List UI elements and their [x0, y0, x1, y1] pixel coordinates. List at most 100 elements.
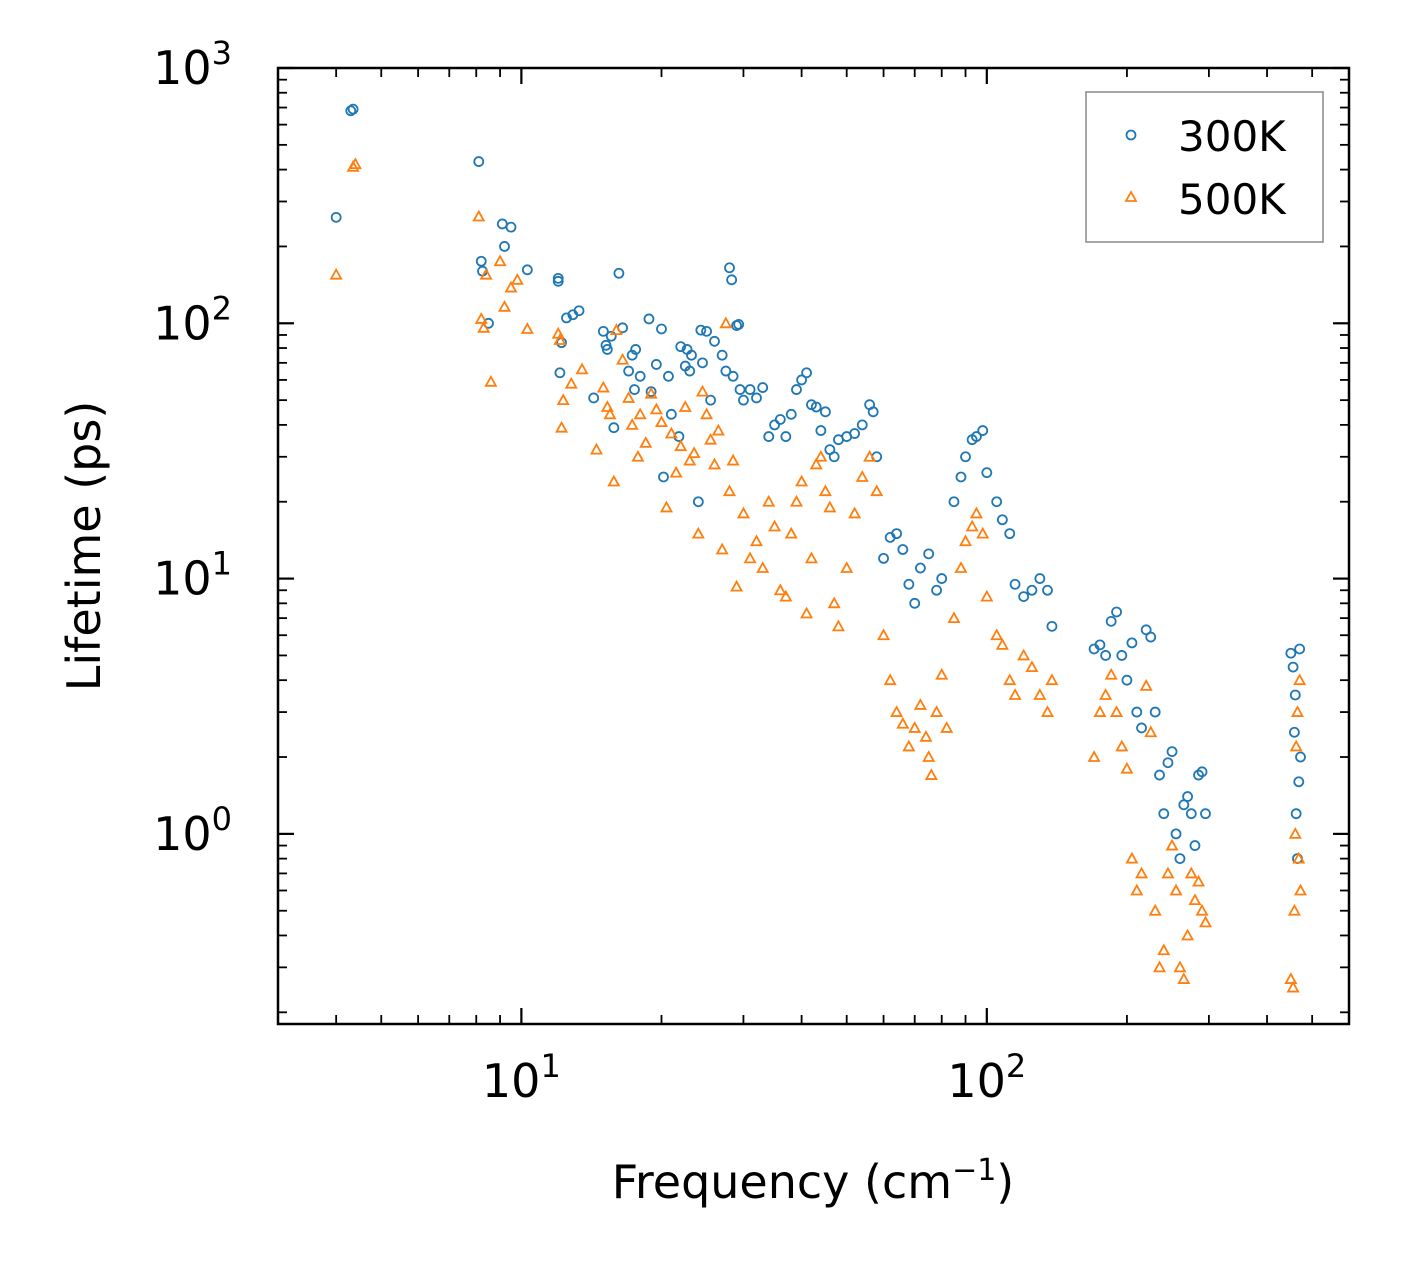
data-point-300k	[733, 319, 745, 330]
data-point-500k	[768, 519, 782, 532]
data-point-300k	[597, 325, 609, 337]
data-point-500k	[649, 402, 663, 415]
data-point-500k	[1033, 688, 1047, 700]
data-point-500k	[908, 721, 922, 733]
legend-marker-500k	[1124, 190, 1138, 202]
data-point-500k	[855, 470, 869, 482]
data-point-300k	[1111, 606, 1122, 618]
series-300k-points	[330, 103, 1306, 865]
data-point-300k	[1166, 746, 1178, 758]
data-point-300k	[1026, 584, 1038, 596]
data-point-500k	[493, 254, 507, 267]
data-point-500k	[607, 474, 621, 487]
plot-frame	[276, 66, 1351, 1026]
minor-ticks	[277, 68, 1350, 1024]
data-point-500k	[1135, 866, 1149, 879]
data-point-500k	[823, 500, 837, 513]
data-point-300k	[971, 431, 982, 442]
data-point-300k	[665, 408, 677, 420]
data-point-300k	[996, 514, 1008, 526]
data-point-500k	[940, 721, 954, 733]
x-tick-label: 101	[482, 1047, 561, 1108]
data-point-500k	[1188, 893, 1202, 906]
data-point-500k	[1110, 705, 1124, 717]
data-point-500k	[484, 374, 498, 387]
x-tick-labels: 101 102	[482, 1047, 1026, 1108]
data-point-500k	[980, 589, 994, 602]
data-point-500k	[1008, 688, 1022, 700]
data-point-300k	[630, 344, 642, 355]
data-point-300k	[785, 408, 797, 420]
legend: 300K 500K	[1085, 91, 1324, 243]
data-point-500k	[902, 739, 916, 752]
data-point-500k	[840, 561, 854, 573]
data-point-300k	[634, 370, 646, 382]
data-point-300k	[605, 330, 617, 342]
data-point-300k	[573, 305, 585, 317]
data-point-500k	[659, 500, 674, 513]
data-point-500k	[600, 400, 614, 412]
data-point-500k	[922, 750, 936, 762]
data-point-500k	[639, 436, 653, 448]
data-point-300k	[1185, 808, 1197, 820]
data-point-500k	[654, 415, 669, 428]
data-point-300k	[663, 370, 674, 382]
data-point-500k	[947, 611, 961, 624]
data-point-300k	[774, 414, 786, 425]
data-point-300k	[1004, 528, 1016, 540]
data-point-500k	[683, 453, 697, 466]
data-point-300k	[1136, 722, 1147, 734]
data-point-500k	[726, 453, 740, 466]
data-point-300k	[897, 544, 909, 555]
data-point-300k	[1294, 643, 1306, 655]
data-point-500k	[479, 267, 493, 280]
data-point-300k	[650, 359, 662, 370]
data-point-300k	[1196, 766, 1208, 778]
data-point-300k	[1154, 769, 1165, 781]
data-point-300k	[948, 496, 960, 508]
data-point-500k	[669, 465, 683, 478]
data-point-500k	[674, 439, 688, 452]
y-axis-label: Lifetime (ps)	[57, 401, 111, 692]
data-point-300k	[673, 431, 685, 442]
x-tick-label-base: 10	[947, 1054, 1006, 1108]
data-point-500k	[779, 589, 793, 602]
data-point-500k	[795, 474, 809, 487]
data-point-300k	[629, 384, 640, 395]
data-point-300k	[763, 431, 775, 442]
data-point-300k	[345, 105, 357, 117]
data-point-500k	[896, 716, 910, 729]
series-500k-points	[329, 157, 1308, 993]
legend-label-300k: 300K	[1178, 112, 1287, 161]
data-point-500k	[644, 386, 658, 399]
data-point-300k	[1094, 639, 1106, 651]
data-point-500k	[575, 362, 589, 375]
data-point-500k	[664, 426, 678, 439]
data-point-300k	[891, 528, 903, 540]
data-point-300k	[1105, 615, 1117, 627]
data-point-500k	[1288, 827, 1302, 839]
data-point-500k	[596, 380, 610, 393]
data-point-500k	[870, 484, 884, 497]
data-point-300k	[1289, 689, 1301, 701]
data-point-500k	[1165, 838, 1179, 851]
data-point-300k	[1285, 647, 1297, 659]
data-point-500k	[784, 526, 798, 539]
data-point-300k	[724, 262, 735, 274]
data-point-500k	[773, 583, 787, 596]
data-point-300k	[820, 406, 831, 418]
data-point-300k	[505, 221, 517, 233]
legend-box	[1085, 91, 1324, 243]
data-point-300k	[1289, 726, 1300, 738]
data-point-300k	[552, 275, 564, 287]
data-point-500k	[1017, 648, 1031, 661]
data-point-500k	[743, 551, 757, 564]
data-point-300k	[1293, 776, 1305, 788]
data-point-300k	[1174, 853, 1186, 865]
data-point-300k	[1189, 840, 1201, 851]
legend-marker-300k	[1125, 129, 1137, 141]
data-point-300k	[709, 335, 720, 347]
data-point-500k	[589, 442, 604, 455]
data-point-300k	[1290, 808, 1302, 820]
data-point-500k	[520, 322, 534, 334]
